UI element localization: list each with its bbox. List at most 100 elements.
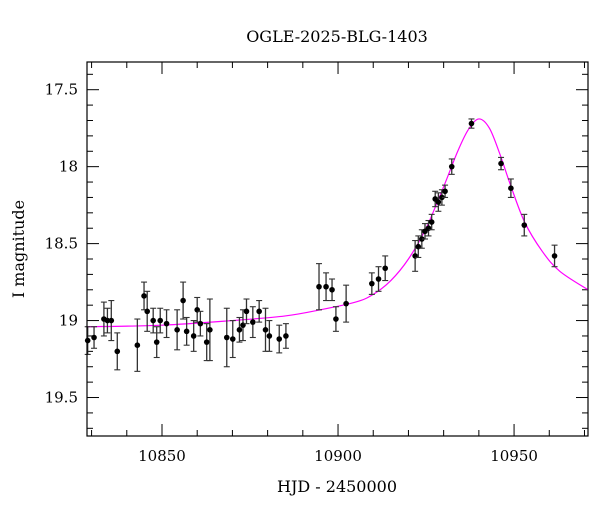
data-marker — [207, 327, 213, 333]
data-marker — [375, 276, 382, 282]
data-marker — [262, 327, 269, 333]
data-point — [442, 184, 449, 198]
data-marker — [197, 320, 204, 327]
data-point — [203, 323, 210, 362]
data-marker — [141, 293, 147, 299]
data-marker — [439, 194, 445, 201]
data-marker — [91, 334, 97, 341]
data-marker — [236, 327, 243, 333]
data-point — [316, 263, 323, 311]
data-marker — [276, 336, 283, 342]
data-marker — [157, 317, 164, 324]
y-tick-label: 19 — [59, 312, 78, 330]
data-marker — [266, 333, 273, 339]
data-point — [415, 235, 422, 259]
data-marker — [419, 236, 425, 242]
data-point — [236, 316, 243, 343]
data-point — [150, 307, 157, 334]
data-point — [343, 284, 350, 323]
data-point — [153, 326, 160, 359]
data-marker — [229, 336, 236, 342]
data-point — [266, 320, 273, 352]
x-tick-label: 10950 — [490, 447, 538, 465]
data-point — [332, 306, 339, 332]
data-point — [229, 320, 236, 359]
data-marker — [243, 308, 250, 315]
data-marker — [435, 199, 442, 205]
data-marker — [163, 320, 170, 327]
data-marker — [498, 160, 504, 167]
data-marker — [114, 348, 121, 355]
data-point — [174, 309, 181, 351]
data-point — [438, 189, 445, 206]
data-point — [108, 300, 115, 342]
data-point — [91, 326, 98, 349]
data-marker — [316, 283, 322, 290]
data-point — [368, 272, 375, 295]
data-marker — [442, 188, 448, 195]
data-marker — [382, 265, 389, 272]
data-point — [521, 213, 528, 237]
data-point — [163, 309, 170, 339]
data-marker — [323, 283, 329, 290]
data-point — [435, 192, 442, 212]
data-point — [323, 272, 330, 302]
data-marker — [84, 337, 91, 344]
data-point — [190, 320, 197, 352]
data-marker — [329, 286, 335, 293]
y-tick-label: 17.5 — [45, 81, 78, 99]
data-marker — [250, 319, 256, 325]
y-tick-label: 18 — [59, 158, 78, 176]
y-tick-label: 18.5 — [45, 235, 78, 253]
data-point — [157, 307, 164, 334]
data-point — [114, 332, 121, 371]
data-marker — [256, 308, 262, 315]
data-point — [375, 266, 382, 292]
data-point — [183, 316, 190, 346]
data-marker — [343, 300, 349, 307]
data-marker — [104, 317, 111, 324]
data-point — [134, 318, 141, 372]
data-marker — [283, 333, 289, 339]
data-point — [239, 309, 246, 342]
data-point — [243, 298, 250, 325]
data-marker — [551, 253, 558, 259]
data-marks — [84, 118, 588, 372]
data-marker — [369, 280, 375, 287]
data-marker — [521, 222, 528, 228]
data-point — [249, 306, 256, 339]
data-point — [262, 307, 269, 352]
x-tick-label: 10850 — [138, 447, 186, 465]
data-marker — [190, 333, 197, 339]
data-marker — [153, 339, 160, 345]
data-point — [84, 326, 91, 355]
data-point — [144, 290, 151, 332]
data-marker — [174, 327, 180, 333]
data-point — [256, 300, 263, 323]
data-point — [100, 301, 107, 337]
data-point — [282, 323, 289, 349]
data-point — [428, 213, 435, 231]
y-tick-label: 19.5 — [45, 389, 78, 407]
data-marker — [108, 317, 115, 324]
data-marker — [333, 316, 339, 322]
data-marker — [223, 334, 230, 341]
y-axis-label: I magnitude — [9, 200, 28, 298]
data-marker — [203, 339, 210, 345]
data-point — [104, 307, 111, 334]
data-marker — [150, 317, 156, 324]
data-point — [141, 281, 148, 311]
data-marker — [180, 297, 186, 304]
data-marker — [448, 163, 455, 170]
data-point — [468, 118, 475, 129]
data-point — [448, 158, 455, 175]
data-point — [206, 298, 213, 362]
chart-title: OGLE-2025-BLG-1403 — [246, 27, 428, 46]
data-marker — [428, 219, 435, 225]
data-point — [223, 307, 230, 368]
data-point — [194, 296, 201, 323]
data-marker — [468, 120, 475, 127]
data-point — [498, 156, 505, 171]
x-axis-label: HJD - 2450000 — [277, 477, 397, 496]
